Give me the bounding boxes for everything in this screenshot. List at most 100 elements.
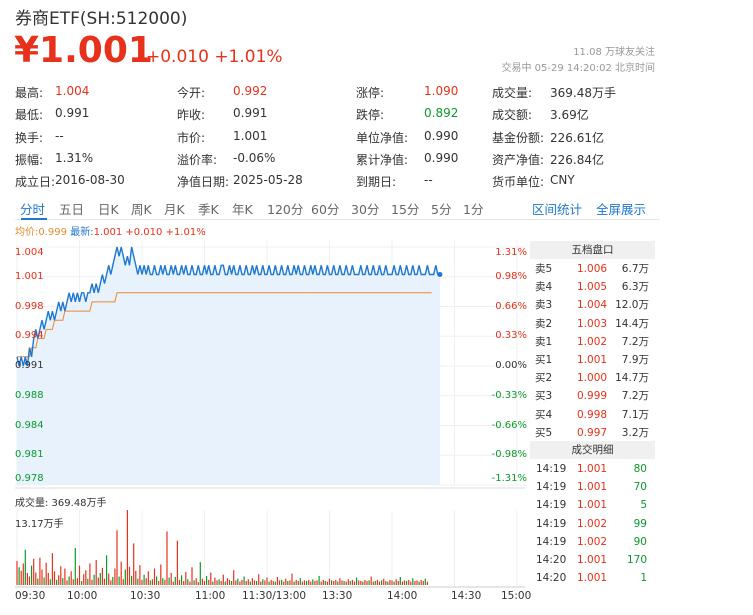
stat-value: 226.84亿 bbox=[550, 152, 604, 167]
order-book-row: 买2 1.000 14.7万 bbox=[530, 369, 655, 387]
x-tick-label: 10:00 bbox=[67, 590, 98, 602]
stat-label: 成交量: bbox=[492, 86, 533, 100]
latest-label: 最新: bbox=[70, 227, 94, 238]
trade-row: 14:20 1.001 170 bbox=[530, 551, 655, 569]
y-tick-left: 1.004 bbox=[15, 247, 44, 258]
tab-4[interactable]: 月K bbox=[164, 202, 185, 217]
tab-10[interactable]: 15分 bbox=[391, 202, 420, 217]
trade-price: 1.001 bbox=[577, 572, 608, 585]
stat-value: 2025-05-28 bbox=[233, 173, 303, 188]
order-book-row: 卖2 1.003 14.4万 bbox=[530, 315, 655, 333]
tab-6[interactable]: 年K bbox=[232, 202, 253, 217]
trade-price: 1.002 bbox=[577, 535, 608, 548]
order-book-row: 卖4 1.005 6.3万 bbox=[530, 278, 655, 296]
trade-row: 14:19 1.002 99 bbox=[530, 515, 655, 533]
tab-11[interactable]: 5分 bbox=[431, 202, 452, 217]
intraday-chart[interactable] bbox=[15, 240, 528, 612]
stat-value: 3.69亿 bbox=[550, 108, 589, 123]
tab-0[interactable]: 分时 bbox=[20, 202, 46, 217]
tab-2[interactable]: 日K bbox=[98, 202, 119, 217]
y-tick-right: 0.66% bbox=[495, 300, 527, 312]
order-book-row: 买5 0.997 3.2万 bbox=[530, 424, 655, 442]
followers-count: 11.08 万球友关注 bbox=[573, 47, 655, 58]
trade-volume: 99 bbox=[633, 517, 647, 530]
tab-7[interactable]: 120分 bbox=[267, 202, 304, 217]
fullscreen-link[interactable]: 全屏展示 bbox=[596, 202, 647, 217]
stat-value: -- bbox=[424, 173, 433, 188]
y-tick-right: 0.98% bbox=[495, 270, 527, 282]
y-tick-right: -0.98% bbox=[491, 449, 527, 461]
order-price: 1.004 bbox=[577, 299, 608, 312]
x-tick-label: 14:00 bbox=[387, 590, 418, 602]
x-tick-label: 11:30/13:00 bbox=[242, 590, 307, 602]
stat-value: 0.892 bbox=[424, 106, 459, 121]
trade-time: 14:19 bbox=[536, 481, 567, 494]
y-tick-right: -1.31% bbox=[491, 473, 527, 484]
y-tick-right: -0.66% bbox=[491, 419, 527, 431]
order-book-row: 卖5 1.006 6.7万 bbox=[530, 260, 655, 278]
trade-time: 14:20 bbox=[536, 554, 567, 566]
stat-label: 成交额: bbox=[492, 108, 533, 123]
y-tick-left: 0.988 bbox=[15, 389, 44, 401]
order-side-label: 卖1 bbox=[535, 335, 553, 348]
trade-price: 1.002 bbox=[577, 517, 608, 530]
stat-label: 基金份额: bbox=[492, 130, 545, 145]
active-tab-underline bbox=[21, 218, 47, 220]
last-price-dot bbox=[437, 271, 443, 277]
stat-label: 资产净值: bbox=[492, 152, 545, 167]
y-tick-left: 0.981 bbox=[15, 449, 44, 461]
y-tick-left: 0.991 bbox=[15, 360, 44, 371]
current-price: ¥1.001 bbox=[14, 30, 153, 71]
y-tick-right: 0.00% bbox=[495, 360, 527, 371]
order-price: 0.998 bbox=[577, 408, 608, 421]
trade-time: 14:19 bbox=[536, 499, 567, 512]
x-tick-label: 13:30 bbox=[322, 590, 353, 602]
stat-label: 最低: bbox=[15, 108, 44, 123]
order-volume: 7.1万 bbox=[621, 408, 649, 421]
trade-price: 1.001 bbox=[577, 481, 608, 494]
tab-12[interactable]: 1分 bbox=[463, 202, 484, 217]
stat-value: 0.991 bbox=[233, 106, 268, 121]
trades-title: 成交明细 bbox=[530, 441, 655, 459]
stat-value: 0.992 bbox=[233, 84, 268, 98]
y-tick-left: 0.998 bbox=[15, 300, 44, 312]
order-side-label: 卖3 bbox=[535, 299, 553, 312]
order-price: 0.997 bbox=[577, 426, 608, 439]
stat-value: 0.990 bbox=[424, 128, 459, 143]
trade-row: 14:19 1.002 90 bbox=[530, 533, 655, 551]
order-price: 1.003 bbox=[577, 317, 608, 330]
x-tick-label: 10:30 bbox=[130, 590, 161, 602]
stat-value: CNY bbox=[550, 173, 575, 188]
stat-value: 2016-08-30 bbox=[55, 173, 125, 188]
volume-max: 13.17万手 bbox=[15, 519, 64, 530]
fund-title: 券商ETF(SH:512000) bbox=[15, 9, 188, 29]
order-side-label: 卖2 bbox=[535, 317, 553, 330]
y-tick-left: 0.978 bbox=[15, 473, 44, 484]
trade-volume: 1 bbox=[640, 572, 647, 585]
stat-label: 成立日: bbox=[15, 175, 56, 190]
order-book-title: 五档盘口 bbox=[530, 241, 655, 259]
tab-1[interactable]: 五日 bbox=[59, 202, 85, 217]
tab-3[interactable]: 周K bbox=[131, 202, 152, 217]
tab-5[interactable]: 季K bbox=[198, 202, 219, 217]
stat-value: 0.990 bbox=[424, 150, 459, 165]
y-tick-right: 0.33% bbox=[495, 330, 527, 342]
stat-value: 1.004 bbox=[55, 84, 90, 98]
stat-label: 涨停: bbox=[356, 86, 385, 100]
stat-value: 1.001 bbox=[233, 128, 268, 143]
tab-9[interactable]: 30分 bbox=[351, 202, 380, 217]
trade-time: 14:20 bbox=[536, 572, 567, 585]
trade-row: 14:19 1.001 5 bbox=[530, 496, 655, 514]
stat-label: 累计净值: bbox=[356, 152, 409, 167]
order-volume: 6.7万 bbox=[621, 263, 649, 275]
y-tick-right: 1.31% bbox=[495, 247, 527, 258]
stat-label: 今开: bbox=[177, 86, 206, 100]
tab-8[interactable]: 60分 bbox=[311, 202, 340, 217]
price-area-fill bbox=[17, 247, 440, 485]
stat-label: 最高: bbox=[15, 86, 44, 100]
order-side-label: 买4 bbox=[535, 408, 553, 421]
trade-row: 14:19 1.001 80 bbox=[530, 460, 655, 478]
stat-label: 溢价率: bbox=[177, 152, 218, 167]
x-tick-label: 11:00 bbox=[195, 590, 226, 602]
range-stats-link[interactable]: 区间统计 bbox=[532, 202, 583, 217]
